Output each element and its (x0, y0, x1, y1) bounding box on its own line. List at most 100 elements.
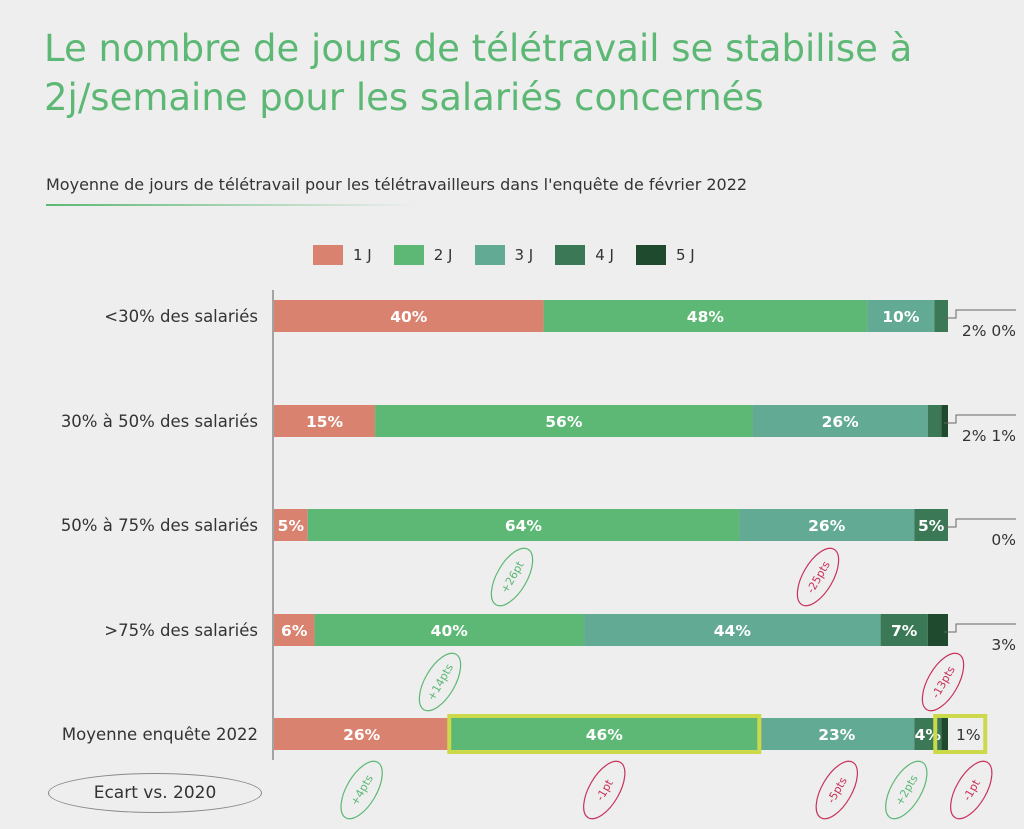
change-annotation: +4pts (340, 760, 383, 820)
ecart-label-text: Ecart vs. 2020 (93, 783, 217, 803)
bar-segment-1-j (274, 509, 308, 541)
change-annotation: -1pt (583, 760, 626, 820)
leader-line (944, 623, 1016, 633)
change-annotation: -13pts (921, 652, 965, 712)
bar-segment-2-j (449, 718, 760, 750)
annotation-oval (950, 760, 993, 820)
data-label: 56% (545, 413, 583, 431)
bar-segment-3-j (867, 300, 935, 332)
category-label: >75% des salariés (104, 621, 258, 640)
highlight-box-2-j (447, 714, 762, 754)
bar-segment-1-j (274, 300, 544, 332)
change-annotation: +26pt (490, 547, 534, 607)
data-label: 46% (586, 726, 624, 744)
category-label: 50% à 75% des salariés (61, 516, 258, 535)
legend-item-2-j: 2 J (393, 245, 453, 265)
bar-segment-2-j (314, 614, 585, 646)
change-annotation: +2pts (885, 760, 928, 820)
data-label: 7% (891, 622, 918, 640)
data-label: 48% (687, 308, 725, 326)
data-label: 44% (714, 622, 752, 640)
change-annotation: -1pt (950, 760, 993, 820)
outside-data-label: 3% (991, 636, 1016, 654)
bar-segment-4-j (934, 300, 948, 332)
data-label: 5% (918, 517, 945, 535)
legend-item-4-j: 4 J (555, 245, 614, 265)
annotation-oval (490, 547, 534, 607)
bar-segment-1-j (274, 718, 450, 750)
data-label: 26% (822, 413, 860, 431)
chart-subtitle: Moyenne de jours de télétravail pour les… (46, 175, 748, 194)
leader-line (944, 309, 1016, 319)
annotation-text: -5pts (825, 775, 850, 806)
category-label: Moyenne enquête 2022 (62, 725, 258, 744)
data-label: 40% (390, 308, 428, 326)
category-label: 30% à 50% des salariés (61, 412, 258, 431)
subtitle-underline (46, 204, 418, 206)
legend-label: 3 J (514, 246, 534, 264)
bar-segment-5-j (941, 718, 948, 750)
data-label: 15% (306, 413, 344, 431)
legend-swatch (555, 245, 586, 265)
data-label: 26% (343, 726, 381, 744)
data-label: 5% (278, 517, 305, 535)
bar-segment-2-j (543, 300, 868, 332)
data-label: 4% (915, 726, 942, 744)
bar-segment-1-j (274, 614, 315, 646)
data-label: 40% (431, 622, 469, 640)
bar-segment-3-j (739, 509, 915, 541)
data-label: 64% (505, 517, 543, 535)
annotation-oval (340, 760, 383, 820)
leader-line (944, 518, 1016, 528)
legend-swatch (474, 245, 505, 265)
legend-item-3-j: 3 J (474, 245, 534, 265)
outside-data-label: 2% 0% (962, 322, 1016, 340)
legend-swatch (313, 245, 343, 265)
annotation-text: +14pts (425, 661, 457, 703)
change-annotation: -25pts (796, 547, 840, 607)
annotation-oval (885, 760, 928, 820)
annotation-oval (583, 760, 626, 820)
bar-segment-2-j (307, 509, 740, 541)
legend-label: 5 J (676, 246, 695, 264)
bar-segment-5-j (941, 405, 948, 437)
outside-data-label: 0% (991, 531, 1016, 549)
legend-item-1-j: 1 J (313, 245, 372, 265)
data-label: 10% (882, 308, 920, 326)
outside-data-label: 2% 1% (962, 427, 1016, 445)
data-label: 6% (281, 622, 308, 640)
bar-segment-2-j (375, 405, 753, 437)
bar-segment-4-j (927, 405, 942, 437)
legend: 1 J 2 J 3 J 4 J 5 J (313, 245, 695, 265)
leader-line (944, 414, 1016, 424)
category-label: <30% des salariés (104, 307, 258, 326)
bar-segment-4-j (914, 509, 948, 541)
chart-title: Le nombre de jours de télétravail se sta… (44, 27, 913, 119)
outside-data-label: 1% (956, 726, 981, 744)
annotation-text: -1pt (960, 777, 983, 803)
highlight-box-5-j (933, 714, 988, 754)
legend-item-5-j: 5 J (636, 245, 695, 265)
data-label: 23% (818, 726, 856, 744)
annotation-oval (815, 760, 858, 820)
ecart-label: Ecart vs. 2020 (48, 773, 262, 813)
change-annotation: +14pts (418, 652, 462, 712)
bar-segment-3-j (584, 614, 881, 646)
annotation-oval (418, 652, 462, 712)
change-annotation: -5pts (815, 760, 858, 820)
legend-label: 1 J (353, 246, 372, 264)
annotation-oval (796, 547, 840, 607)
annotation-oval (921, 652, 965, 712)
bar-segment-5-j (927, 614, 948, 646)
bar-segment-3-j (759, 718, 915, 750)
data-label: 26% (808, 517, 846, 535)
bar-segment-4-j (880, 614, 928, 646)
annotation-text: -1pt (593, 777, 616, 803)
legend-swatch (393, 245, 424, 265)
bar-segment-3-j (752, 405, 928, 437)
legend-swatch (636, 245, 666, 265)
legend-label: 4 J (595, 246, 614, 264)
bar-segment-1-j (274, 405, 376, 437)
legend-label: 2 J (433, 246, 453, 264)
